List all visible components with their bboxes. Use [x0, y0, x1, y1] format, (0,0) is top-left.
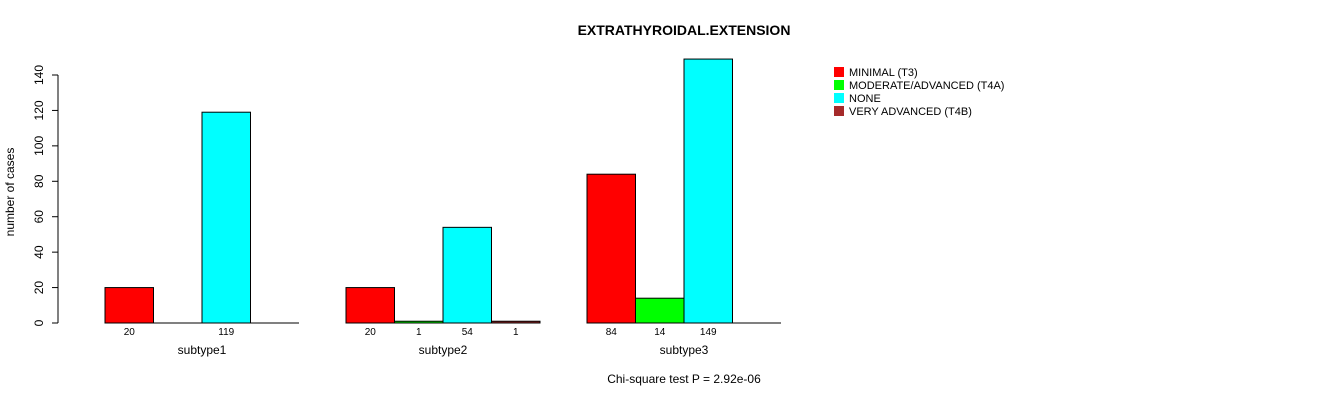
y-tick-label: 60 [32, 210, 46, 224]
legend: MINIMAL (T3)MODERATE/ADVANCED (T4A)NONEV… [834, 67, 1004, 118]
y-tick-label: 100 [32, 136, 46, 156]
group-label: subtype1 [178, 343, 227, 357]
legend-label: MODERATE/ADVANCED (T4A) [849, 80, 1004, 92]
chi-square-footnote: Chi-square test P = 2.92e-06 [607, 372, 761, 386]
legend-label: MINIMAL (T3) [849, 67, 918, 79]
y-axis: 0 20 40 60 80 100 120 140 [32, 65, 59, 326]
bar-group-subtype3: 84 14 149 subtype3 [586, 58, 781, 357]
legend-item: NONE [834, 93, 881, 105]
bar-value-label: 20 [124, 327, 136, 338]
legend-label: NONE [849, 93, 881, 105]
chart-title: EXTRATHYROIDAL.EXTENSION [578, 22, 791, 38]
bar-value-label: 14 [654, 327, 666, 338]
legend-swatch [834, 80, 844, 90]
legend-item: MINIMAL (T3) [834, 67, 918, 79]
y-tick-label: 80 [32, 174, 46, 188]
group-label: subtype3 [660, 343, 709, 357]
y-axis-label: number of cases [3, 148, 17, 237]
bar-value-label: 1 [416, 327, 422, 338]
bar-value-label: 149 [700, 327, 717, 338]
bar-group-subtype1: 20 119 subtype1 [104, 111, 299, 357]
y-tick-label: 0 [32, 319, 46, 326]
legend-item: MODERATE/ADVANCED (T4A) [834, 80, 1004, 92]
bar [104, 287, 154, 324]
legend-swatch [834, 67, 844, 77]
group-label: subtype2 [419, 343, 468, 357]
bar [394, 320, 444, 324]
bar [635, 297, 685, 324]
bar [491, 320, 541, 324]
bar-groups: 20 119 subtype1 20 1 54 1 subtype2 84 14 149 subtyp… [104, 58, 781, 357]
legend-swatch [834, 106, 844, 116]
y-tick-label: 40 [32, 245, 46, 259]
bar [586, 173, 636, 324]
bar [345, 287, 395, 324]
bar-value-label: 119 [218, 327, 234, 338]
legend-item: VERY ADVANCED (T4B) [834, 106, 972, 118]
legend-label: VERY ADVANCED (T4B) [849, 106, 972, 118]
bar-value-label: 1 [513, 327, 519, 338]
y-tick-label: 20 [32, 281, 46, 295]
bar [201, 111, 251, 324]
bar [442, 226, 492, 324]
bar-value-label: 20 [365, 327, 377, 338]
legend-swatch [834, 93, 844, 103]
y-tick-label: 120 [32, 100, 46, 120]
bar [683, 58, 733, 324]
bar-value-label: 54 [462, 327, 474, 338]
y-tick-label: 140 [32, 65, 46, 85]
bar-group-subtype2: 20 1 54 1 subtype2 [345, 226, 541, 357]
bar-value-label: 84 [606, 327, 618, 338]
